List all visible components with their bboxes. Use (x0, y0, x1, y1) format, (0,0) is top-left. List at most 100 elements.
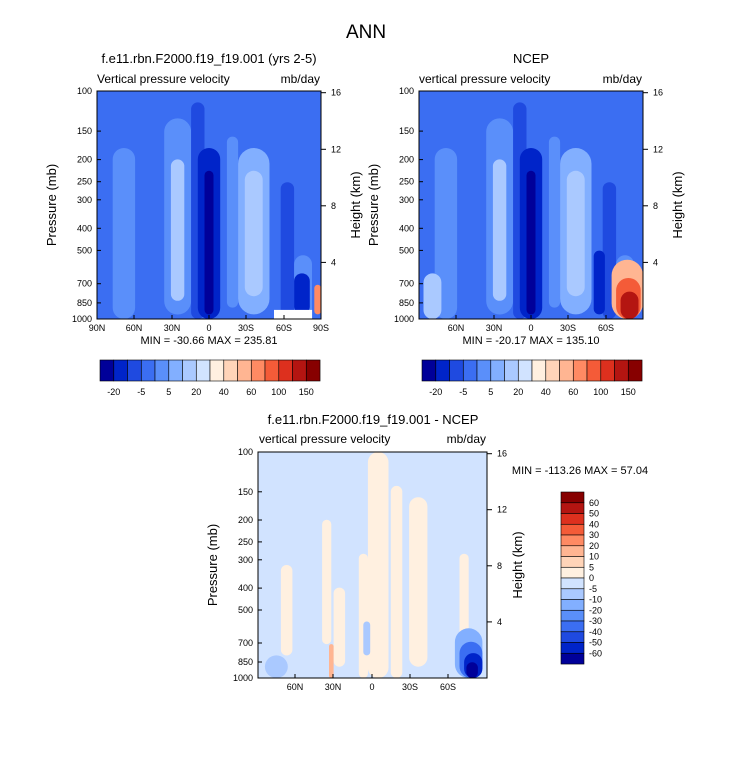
contour-region (367, 452, 389, 678)
contour-region (280, 182, 295, 319)
colorbar-label: 40 (589, 519, 599, 529)
colorbar-label: 0 (589, 573, 594, 583)
x-tick-label: 60S (440, 682, 456, 692)
height-tick-label: 12 (653, 144, 663, 154)
contour-region (593, 250, 605, 315)
colorbar-swatch (586, 359, 602, 382)
colorbar-label: -10 (589, 595, 602, 605)
colorbar-swatch (627, 359, 643, 382)
min-max-label: MIN = -20.17 MAX = 135.10 (463, 335, 600, 347)
colorbar-swatch (560, 566, 585, 579)
x-tick-label: 30S (238, 323, 254, 333)
colorbar-swatch (196, 359, 211, 382)
y-tick-label: 850 (399, 298, 414, 308)
colorbar-swatch (560, 588, 585, 600)
colorbar-swatch (490, 359, 505, 382)
panel-title: f.e11.rbn.F2000.f19_f19.001 - NCEP (268, 412, 479, 427)
colorbar-swatch (209, 359, 225, 382)
y-tick-label: 300 (238, 555, 253, 565)
colorbar-label: -5 (589, 584, 597, 594)
contour-region (390, 485, 403, 678)
contour-region (526, 170, 536, 315)
colorbar-label: -30 (589, 616, 602, 626)
colorbar-label: -50 (589, 638, 602, 648)
colorbar-swatch (462, 359, 478, 382)
colorbar-swatch (560, 642, 585, 654)
x-tick-label: 90S (313, 323, 329, 333)
contour-region (170, 159, 185, 301)
height-tick-label: 4 (497, 617, 502, 627)
x-tick-label: 0 (528, 323, 533, 333)
contour-region (112, 148, 136, 319)
y-tick-label: 700 (399, 279, 414, 289)
colorbar-label: 5 (589, 562, 594, 572)
units-label: mb/day (603, 72, 642, 86)
y-tick-label: 250 (399, 177, 414, 187)
x-tick-label: 60S (276, 323, 292, 333)
colorbar-swatch (572, 359, 588, 382)
colorbar-swatch (449, 359, 464, 382)
x-tick-label: 0 (206, 323, 211, 333)
y-tick-label: 150 (399, 126, 414, 136)
y-tick-label: 500 (399, 245, 414, 255)
colorbar-swatch (476, 359, 492, 382)
colorbar-swatch (560, 491, 585, 504)
colorbar-label: -5 (459, 387, 467, 397)
colorbar-label: -20 (429, 387, 442, 397)
masked-region (274, 309, 313, 319)
x-tick-label: 30N (486, 323, 503, 333)
contour-region (204, 170, 214, 315)
colorbar-label: 40 (219, 387, 229, 397)
contour-region (434, 148, 458, 319)
left-label: vertical pressure velocity (419, 72, 550, 86)
y-tick-label: 200 (77, 155, 92, 165)
y-tick-label: 150 (238, 487, 253, 497)
y-axis-label: Pressure (mb) (205, 524, 220, 606)
contour-region (466, 662, 478, 678)
colorbar: -20 -5 5 20 40 60 100 150 (99, 359, 321, 397)
y-tick-label: 700 (77, 279, 92, 289)
height-tick-label: 4 (331, 257, 336, 267)
height-tick-label: 12 (331, 144, 341, 154)
x-tick-label: 60N (126, 323, 143, 333)
contour-region (294, 273, 310, 315)
y-tick-label: 200 (399, 155, 414, 165)
model-panel: f.e11.rbn.F2000.f19_f19.001 (yrs 2-5) Ve… (44, 51, 363, 397)
colorbar-swatch (560, 534, 585, 547)
y-tick-label: 500 (238, 605, 253, 615)
contour-region (363, 621, 371, 656)
colorbar-swatch (182, 359, 197, 382)
colorbar-label: 100 (271, 387, 286, 397)
units-label: mb/day (447, 432, 486, 446)
colorbar-label: 20 (513, 387, 523, 397)
contour-region (423, 273, 442, 319)
x-tick-label: 30S (560, 323, 576, 333)
colorbar-label: 150 (299, 387, 314, 397)
y-axis-ticks: 100 150 200 250 300 400 500 700 850 1000 (233, 447, 262, 683)
colorbar-label: -20 (107, 387, 120, 397)
y-tick-label: 150 (77, 126, 92, 136)
y-axis-label: Pressure (mb) (44, 164, 59, 246)
colorbar-swatch (560, 577, 585, 590)
x-tick-label: 30N (164, 323, 181, 333)
y-axis-ticks: 100 150 200 250 300 400 500 700 850 1000 (72, 86, 101, 324)
height-axis-ticks: 16 12 8 4 (643, 88, 663, 267)
y-tick-label: 1000 (72, 314, 92, 324)
colorbar-swatch (560, 502, 585, 514)
colorbar-swatch (560, 523, 585, 536)
y-tick-label: 250 (238, 537, 253, 547)
x-axis-ticks: 90N 60N 30N 0 30S 60S 90S (89, 315, 329, 333)
x-tick-label: 60N (287, 682, 304, 692)
height-tick-label: 8 (653, 201, 658, 211)
height-tick-label: 8 (497, 561, 502, 571)
y-tick-label: 100 (399, 86, 414, 96)
y-tick-label: 400 (77, 223, 92, 233)
colorbar-swatch (559, 359, 574, 382)
contour-region (492, 159, 507, 301)
colorbar-swatch (141, 359, 156, 382)
y-tick-label: 850 (238, 657, 253, 667)
colorbar-label: 60 (568, 387, 578, 397)
contour-region (322, 519, 332, 645)
figure-title: ANN (346, 22, 386, 43)
colorbar-swatch (560, 599, 585, 611)
